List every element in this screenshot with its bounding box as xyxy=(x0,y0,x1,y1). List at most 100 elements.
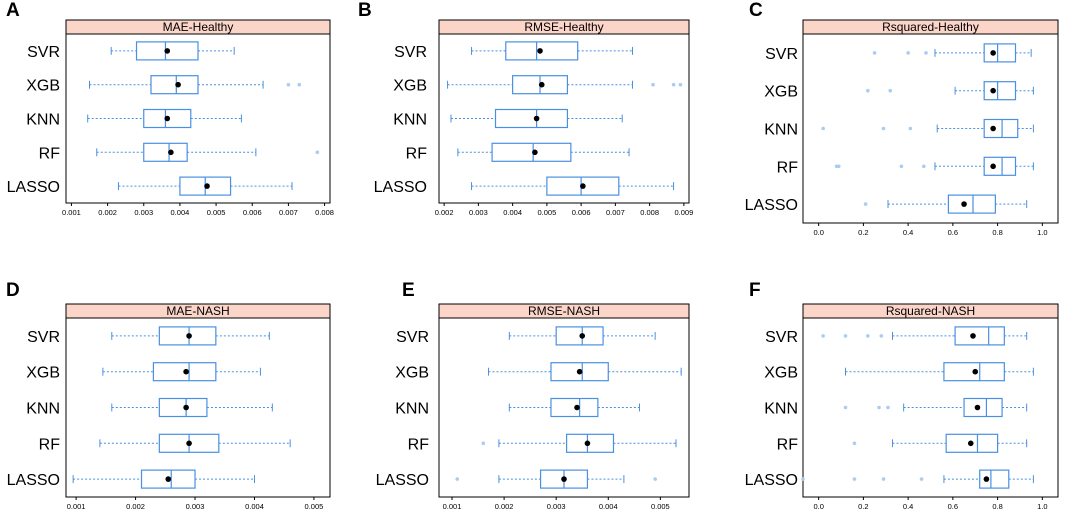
outlier-point xyxy=(852,441,857,446)
mean-point xyxy=(538,81,545,88)
outlier-point xyxy=(924,51,928,55)
mean-point xyxy=(186,333,192,339)
mean-point xyxy=(168,149,174,156)
outlier-point xyxy=(866,334,870,338)
box-xgb xyxy=(487,362,682,382)
panel-f: F Rsquared-NASH SVR XGB KNN RF LASSO 0.0 0.2 0.4 0… xyxy=(745,280,1059,511)
x-tick-label: 0.6 xyxy=(948,228,958,237)
category-label: KNN xyxy=(26,401,60,418)
category-label: SVR xyxy=(765,329,798,346)
x-tick-label: 0.001 xyxy=(67,502,86,511)
x-tick-label: 0.006 xyxy=(572,208,591,217)
x-tick-label: 0.004 xyxy=(171,208,190,217)
box-rf xyxy=(481,433,677,453)
plot-frame xyxy=(802,19,1059,224)
panel-c: C Rsquared-Healthy SVR XGB KNN RF LASSO 0.0 0.2 0… xyxy=(745,0,1059,237)
x-tick-label: 0.004 xyxy=(599,502,618,511)
box-knn xyxy=(843,397,1028,418)
x-tick-label: 0.002 xyxy=(435,208,454,217)
x-tick-label: 0.0 xyxy=(813,228,823,237)
panel-strip xyxy=(438,303,690,319)
mean-point xyxy=(990,87,996,94)
outlier-point xyxy=(836,164,841,169)
outlier-point xyxy=(843,334,848,338)
box-rf xyxy=(852,433,1028,453)
box-lasso xyxy=(117,176,293,196)
panel-title: Rsquared-Healthy xyxy=(882,20,979,34)
outlier-point xyxy=(866,88,870,93)
x-tick-label: 0.009 xyxy=(674,208,693,217)
mean-point xyxy=(983,476,990,482)
mean-point xyxy=(164,115,171,122)
outlier-point xyxy=(671,82,676,87)
category-label: KNN xyxy=(393,112,427,129)
box-rf xyxy=(96,142,320,162)
iqr-box xyxy=(979,469,1010,489)
mean-point xyxy=(990,50,996,56)
category-label: SVR xyxy=(396,329,429,346)
category-label: LASSO xyxy=(374,179,427,196)
panel-strip xyxy=(65,19,331,35)
box-rf xyxy=(99,433,291,453)
iqr-box xyxy=(963,397,1003,418)
category-label: KNN xyxy=(764,122,798,139)
mean-point xyxy=(204,183,210,189)
category-label: RF xyxy=(408,436,430,453)
panel-title: MAE-Healthy xyxy=(163,20,234,34)
outlier-point xyxy=(872,51,877,55)
category-label: KNN xyxy=(26,112,60,129)
x-tick-label: 0.2 xyxy=(858,502,868,511)
category-label: SVR xyxy=(27,44,60,61)
outlier-point xyxy=(651,82,655,87)
mean-point xyxy=(967,440,974,447)
x-tick-label: 0.001 xyxy=(62,208,81,217)
category-label: SVR xyxy=(27,329,60,346)
x-tick-label: 0.003 xyxy=(469,208,488,217)
category-label: LASSO xyxy=(745,197,798,214)
iqr-box xyxy=(954,326,1005,346)
mean-point xyxy=(961,201,967,207)
outlier-point xyxy=(481,441,486,446)
category-label: XGB xyxy=(393,78,427,95)
panel-label: E xyxy=(402,280,415,301)
outlier-point xyxy=(921,164,926,169)
iqr-box xyxy=(983,43,1017,63)
panel-label: F xyxy=(749,280,761,301)
category-label: SVR xyxy=(394,44,427,61)
mean-point xyxy=(574,404,580,411)
x-tick-label: 0.005 xyxy=(305,502,324,511)
panel-label: D xyxy=(6,280,20,301)
iqr-box xyxy=(158,397,208,418)
mean-point xyxy=(175,81,181,88)
mean-point xyxy=(970,333,976,339)
x-tick-label: 0.4 xyxy=(903,228,913,237)
outlier-point xyxy=(821,334,825,338)
plot-frame xyxy=(802,303,1059,498)
x-tick-label: 0.008 xyxy=(315,208,334,217)
category-label: LASSO xyxy=(7,472,60,489)
panel-a: A MAE-Healthy SVR XGB KNN RF LASSO 0.001 0.002 0.… xyxy=(6,0,334,217)
category-label: RF xyxy=(777,436,799,453)
outlier-point xyxy=(653,477,657,481)
category-label: LASSO xyxy=(376,472,429,489)
iqr-box xyxy=(491,142,572,162)
panel-e: E RMSE-NASH SVR XGB KNN RF LASSO 0.001 0.002 0.00… xyxy=(376,280,690,511)
outlier-point xyxy=(455,477,460,481)
x-tick-label: 0.6 xyxy=(948,502,958,511)
box-knn xyxy=(821,118,1034,139)
outlier-point xyxy=(908,126,913,131)
outlier-point xyxy=(286,82,291,87)
mean-point xyxy=(974,404,981,411)
x-tick-label: 0.004 xyxy=(245,502,264,511)
box-xgb xyxy=(845,362,1034,382)
mean-point xyxy=(532,149,538,156)
outlier-point xyxy=(678,82,683,87)
category-label: XGB xyxy=(26,365,60,382)
x-tick-label: 0.008 xyxy=(640,208,659,217)
outlier-point xyxy=(881,477,886,481)
box-lasso xyxy=(863,194,1028,214)
box-xgb xyxy=(866,81,1034,101)
iqr-box xyxy=(947,194,996,214)
x-tick-label: 0.002 xyxy=(98,208,117,217)
box-svr xyxy=(471,41,633,61)
